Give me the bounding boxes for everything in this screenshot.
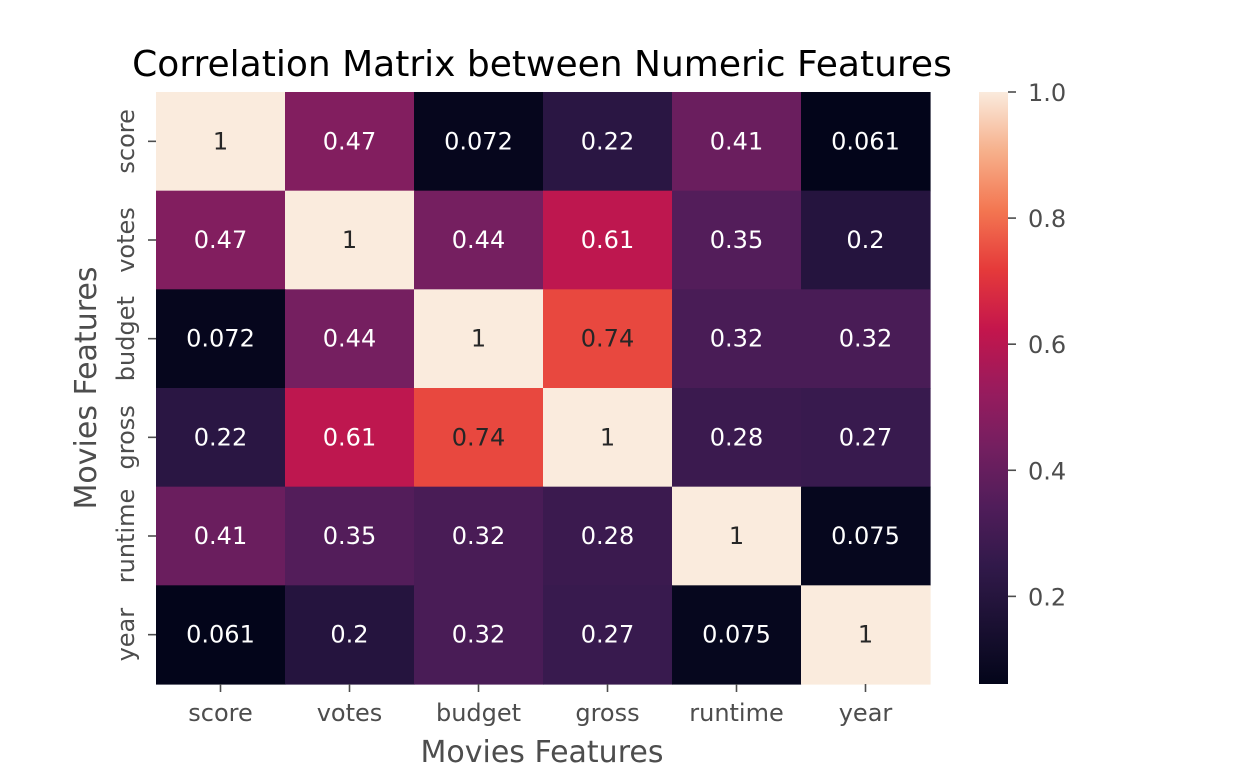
heatmap-cell-score-gross — [543, 92, 673, 192]
heatmap-cell-budget-year — [801, 289, 931, 389]
heatmap-cell-runtime-votes — [285, 486, 415, 586]
cell-annotation-gross-runtime: 0.28 — [710, 423, 763, 451]
heatmap-cell-gross-budget — [414, 388, 544, 488]
cell-annotation-budget-year: 0.32 — [839, 325, 892, 353]
colorbar-tick-label: 0.8 — [1028, 205, 1066, 233]
cell-annotation-score-budget: 0.072 — [444, 127, 513, 155]
heatmap-cell-gross-year — [801, 388, 931, 488]
cell-annotation-gross-budget: 0.74 — [452, 423, 505, 451]
cell-annotation-runtime-gross: 0.28 — [581, 522, 634, 550]
heatmap-cell-budget-votes — [285, 289, 415, 389]
heatmap-cell-budget-gross — [543, 289, 673, 389]
heatmap-cell-runtime-gross — [543, 486, 673, 586]
y-tick-label-runtime: runtime — [112, 489, 140, 584]
cell-annotation-year-runtime: 0.075 — [702, 621, 771, 649]
heatmap-cell-score-score — [156, 92, 286, 192]
cell-annotation-budget-score: 0.072 — [186, 325, 255, 353]
cell-annotation-gross-votes: 0.61 — [323, 423, 376, 451]
colorbar: 0.2 0.4 0.6 0.8 1.0 — [979, 79, 1066, 684]
heatmap-cell-score-votes — [285, 92, 415, 192]
heatmap-cell-budget-runtime — [672, 289, 802, 389]
heatmap-cell-score-budget — [414, 92, 544, 192]
heatmap-cells — [156, 92, 931, 685]
heatmap-cell-year-score — [156, 585, 286, 685]
x-tick-label-budget: budget — [436, 699, 521, 727]
cell-annotation-gross-score: 0.22 — [194, 423, 247, 451]
cell-annotation-score-year: 0.061 — [831, 127, 900, 155]
cell-annotation-budget-runtime: 0.32 — [710, 325, 763, 353]
cell-annotation-runtime-runtime: 1 — [729, 522, 744, 550]
heatmap-cell-year-gross — [543, 585, 673, 685]
heatmap-cell-votes-year — [801, 190, 931, 290]
heatmap-cell-votes-score — [156, 190, 286, 290]
x-tick-label-year: year — [839, 699, 893, 727]
heatmap-cell-runtime-runtime — [672, 486, 802, 586]
cell-annotation-year-gross: 0.27 — [581, 621, 634, 649]
y-tick-label-votes: votes — [112, 207, 140, 273]
colorbar-tick-label: 0.4 — [1028, 457, 1066, 485]
cell-annotation-runtime-budget: 0.32 — [452, 522, 505, 550]
cell-annotation-votes-gross: 0.61 — [581, 226, 634, 254]
heatmap-cell-year-runtime — [672, 585, 802, 685]
colorbar-tick-label: 0.6 — [1028, 331, 1066, 359]
cell-annotation-year-budget: 0.32 — [452, 621, 505, 649]
cell-annotation-votes-runtime: 0.35 — [710, 226, 763, 254]
cell-annotation-gross-gross: 1 — [600, 423, 615, 451]
heatmap-cell-gross-gross — [543, 388, 673, 488]
heatmap-cell-votes-gross — [543, 190, 673, 290]
x-tick-label-score: score — [188, 699, 253, 727]
cell-annotation-runtime-score: 0.41 — [194, 522, 247, 550]
cell-annotation-score-runtime: 0.41 — [710, 127, 763, 155]
cell-annotation-score-votes: 0.47 — [323, 127, 376, 155]
heatmap-cell-year-votes — [285, 585, 415, 685]
heatmap-cell-runtime-budget — [414, 486, 544, 586]
cell-annotation-score-score: 1 — [213, 127, 228, 155]
cell-annotation-votes-score: 0.47 — [194, 226, 247, 254]
heatmap-cell-budget-budget — [414, 289, 544, 389]
heatmap-cell-gross-score — [156, 388, 286, 488]
cell-annotation-year-score: 0.061 — [186, 621, 255, 649]
colorbar-gradient — [979, 92, 1008, 684]
x-axis-label: Movies Features — [421, 735, 664, 768]
heatmap-annotations: 1 0.47 0.072 0.22 0.41 0.061 0.47 1 0.44 0.61 0.35… — [186, 127, 900, 648]
heatmap-cell-votes-runtime — [672, 190, 802, 290]
cell-annotation-votes-budget: 0.44 — [452, 226, 505, 254]
x-tick-label-runtime: runtime — [689, 699, 784, 727]
heatmap-cell-runtime-year — [801, 486, 931, 586]
cell-annotation-budget-votes: 0.44 — [323, 325, 376, 353]
chart-title: Correlation Matrix between Numeric Featu… — [132, 44, 952, 85]
heatmap-cell-gross-runtime — [672, 388, 802, 488]
x-tick-label-gross: gross — [575, 699, 639, 727]
y-tick-label-score: score — [112, 109, 140, 174]
y-tick-label-budget: budget — [112, 296, 140, 381]
heatmap-cell-votes-votes — [285, 190, 415, 290]
heatmap-cell-runtime-score — [156, 486, 286, 586]
heatmap-cell-budget-score — [156, 289, 286, 389]
heatmap-cell-score-year — [801, 92, 931, 192]
cell-annotation-year-year: 1 — [858, 621, 873, 649]
cell-annotation-votes-year: 0.2 — [846, 226, 884, 254]
x-tick-label-votes: votes — [317, 699, 383, 727]
cell-annotation-budget-budget: 1 — [471, 325, 486, 353]
cell-annotation-budget-gross: 0.74 — [581, 325, 634, 353]
cell-annotation-runtime-year: 0.075 — [831, 522, 900, 550]
heatmap-cell-score-runtime — [672, 92, 802, 192]
cell-annotation-gross-year: 0.27 — [839, 423, 892, 451]
y-axis-label: Movies Features — [69, 267, 104, 510]
heatmap-cell-year-budget — [414, 585, 544, 685]
heatmap-cell-year-year — [801, 585, 931, 685]
heatmap-cell-gross-votes — [285, 388, 415, 488]
y-axis-ticks: score votes budget gross runtime year — [112, 109, 156, 661]
y-tick-label-year: year — [112, 608, 140, 662]
cell-annotation-score-gross: 0.22 — [581, 127, 634, 155]
cell-annotation-runtime-votes: 0.35 — [323, 522, 376, 550]
colorbar-tick-label: 0.2 — [1028, 583, 1066, 611]
heatmap-cell-votes-budget — [414, 190, 544, 290]
y-tick-label-gross: gross — [112, 405, 140, 469]
x-axis-ticks: score votes budget gross runtime year — [188, 684, 892, 727]
colorbar-tick-label: 1.0 — [1028, 79, 1066, 107]
cell-annotation-year-votes: 0.2 — [330, 621, 368, 649]
cell-annotation-votes-votes: 1 — [342, 226, 357, 254]
